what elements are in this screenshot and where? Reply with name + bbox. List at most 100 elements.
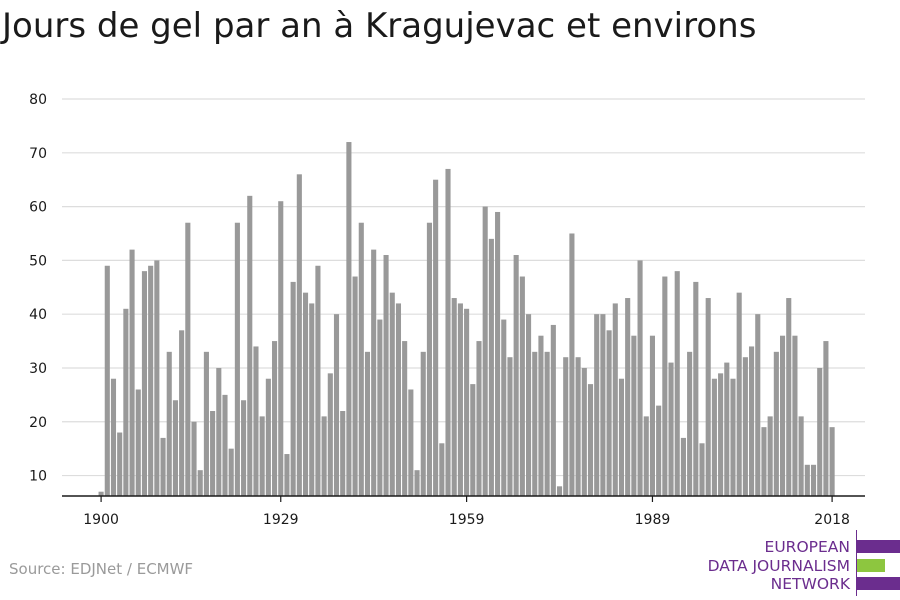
bar-2017 [823,341,829,496]
bar-2018 [829,427,835,496]
bar-1946 [383,255,389,496]
bar-2011 [786,298,792,496]
bar-1902 [110,378,117,496]
bar-1919 [216,367,222,496]
bar-1907 [141,271,148,496]
bar-1905 [129,249,135,496]
bar-2003 [736,292,742,496]
bar-1943 [364,351,371,496]
bar-2009 [773,351,779,496]
bar-1969 [526,314,532,496]
logo-line-3: NETWORK [770,575,850,593]
bar-1972 [544,351,550,496]
bar-1934 [309,303,315,496]
bar-1983 [612,303,618,496]
bar-1944 [371,249,377,496]
bar-1957 [451,298,457,496]
bar-1987 [637,260,643,496]
bar-1976 [569,233,575,496]
bar-1997 [699,443,705,496]
edjnet-logo: EUROPEAN DATA JOURNALISM NETWORK [705,530,900,596]
y-tick-label: 20 [29,415,47,431]
bar-1966 [507,357,513,496]
bar-2016 [817,367,823,496]
bar-1965 [501,319,507,496]
logo-text: EUROPEAN DATA JOURNALISM NETWORK [708,538,850,594]
bar-1974 [556,486,563,496]
x-tick-label: 1900 [83,512,119,528]
bar-1950 [408,389,414,496]
bar-2008 [767,416,773,496]
logo-bar-bottom [857,577,900,590]
y-tick-label: 30 [29,361,47,377]
bar-1956 [445,168,451,496]
bar-1988 [643,416,649,496]
bar-1910 [160,437,166,496]
bar-2002 [730,378,736,496]
bar-1953 [426,222,432,496]
bar-1986 [631,335,637,496]
bar-1994 [680,437,686,496]
bar-2010 [779,335,786,496]
bar-1917 [203,351,209,496]
y-tick-label: 40 [29,307,47,323]
bar-1930 [284,454,290,496]
x-tick-label: 1959 [449,512,485,528]
bar-1941 [352,276,358,496]
logo-line-2: DATA JOURNALISM [707,556,850,575]
bar-2015 [810,464,817,496]
x-tick-label: 1989 [635,512,671,528]
bar-1916 [197,470,203,496]
x-tick-label: 2018 [814,512,850,528]
bar-1908 [148,265,154,496]
bar-1921 [228,448,234,496]
y-tick-label: 60 [29,200,47,216]
bar-1970 [532,351,538,496]
bar-1932 [296,174,302,496]
bar-2013 [798,416,804,496]
bar-1901 [104,265,110,496]
axes: 10 20 30 40 50 60 70 80 1900 1929 1959 1989 2018 [29,92,865,528]
bar-2007 [761,427,767,496]
bar-1992 [668,362,674,496]
logo-line-1: EUROPEAN [764,538,850,556]
bar-1978 [581,367,587,496]
bar-1900 [98,491,104,496]
bar-1951 [414,470,420,496]
bar-1990 [656,405,662,496]
bar-1975 [563,357,569,496]
bar-1973 [550,324,556,496]
bar-2000 [718,373,724,496]
bar-1924 [247,195,253,496]
bar-1960 [470,384,476,496]
bar-1931 [290,281,296,496]
bar-1925 [253,346,259,496]
bar-1958 [457,303,463,496]
bar-1952 [420,351,426,496]
bar-1936 [321,416,327,496]
bar-1979 [587,384,594,496]
bar-1959 [464,308,470,496]
bar-1935 [315,265,321,496]
bar-1938 [333,314,340,496]
bar-1912 [172,400,178,496]
bar-2001 [724,362,730,496]
bar-1948 [395,303,402,496]
bar-1995 [687,351,693,496]
bar-1937 [327,373,333,496]
bar-1982 [606,330,612,496]
bar-1933 [302,292,309,496]
bar-1989 [649,335,656,496]
bar-1911 [166,351,172,496]
bars [98,142,835,497]
bar-1991 [662,276,668,496]
y-tick-label: 50 [29,253,47,269]
source-note: Source: EDJNet / ECMWF [9,560,194,578]
bar-1918 [210,411,216,496]
bar-1927 [265,378,271,496]
bar-1968 [519,276,525,496]
bar-1929 [278,201,284,496]
bar-1999 [711,378,717,496]
bar-1913 [179,330,185,496]
